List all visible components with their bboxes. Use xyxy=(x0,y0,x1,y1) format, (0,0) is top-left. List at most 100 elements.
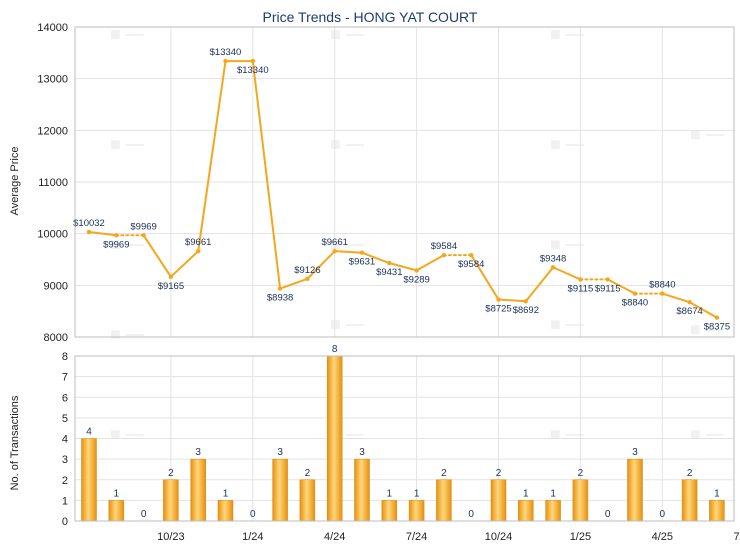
price-value-label: $9661 xyxy=(321,237,347,248)
transaction-value-label: 3 xyxy=(359,447,365,458)
chart-title: Price Trends - HONG YAT COURT xyxy=(263,9,478,25)
price-point xyxy=(387,260,392,266)
price-value-label: $9431 xyxy=(376,267,402,278)
price-line-segment xyxy=(88,231,118,237)
transaction-bar xyxy=(326,355,343,522)
transaction-value-label: 1 xyxy=(523,488,529,499)
price-y-axis-label: Average Price xyxy=(9,147,21,216)
price-line-segment xyxy=(524,266,555,303)
price-point xyxy=(714,315,720,320)
transaction-y-tick-label: 3 xyxy=(62,454,68,466)
transaction-bar xyxy=(381,500,398,522)
price-point xyxy=(332,248,337,254)
watermark-mark: ■ — xyxy=(110,424,144,444)
price-value-label: $8674 xyxy=(676,306,702,317)
transaction-bar xyxy=(408,500,425,522)
price-value-label: $8840 xyxy=(622,298,648,309)
watermark-mark: ■ — xyxy=(550,424,584,444)
price-value-label: $8725 xyxy=(485,304,511,315)
price-point xyxy=(114,233,119,238)
transaction-value-label: 0 xyxy=(141,509,147,520)
x-tick-label: 1/25 xyxy=(570,531,591,543)
price-y-tick-label: 13000 xyxy=(37,74,68,86)
price-value-label: $9289 xyxy=(403,274,429,285)
watermark-mark: ■ — xyxy=(110,134,144,154)
price-line-segment xyxy=(661,292,691,304)
price-value-label: $9661 xyxy=(185,237,211,248)
price-line-segment xyxy=(251,60,282,290)
transaction-value-label: 2 xyxy=(687,468,693,479)
watermark-mark: ■ — xyxy=(110,24,144,44)
price-point xyxy=(250,58,255,64)
transaction-bar xyxy=(681,479,698,522)
transaction-bar xyxy=(627,458,643,522)
transaction-bar xyxy=(518,500,534,522)
transaction-bar xyxy=(81,438,97,522)
price-y-tick-label: 9000 xyxy=(44,280,68,292)
price-point xyxy=(196,248,201,254)
transaction-y-tick-label: 6 xyxy=(62,392,68,404)
price-y-tick-label: 10000 xyxy=(37,229,68,241)
price-line-segment xyxy=(606,278,636,295)
watermark-mark: ■ — xyxy=(550,314,584,334)
transaction-y-tick-label: 2 xyxy=(62,475,68,487)
watermark-mark: ■ — xyxy=(330,234,364,254)
transaction-value-label: 1 xyxy=(714,488,720,499)
watermark-mark: ■ — xyxy=(550,234,584,254)
price-value-label: $10032 xyxy=(73,218,105,229)
watermark-mark: ■ — xyxy=(330,134,364,154)
transaction-y-tick-label: 7 xyxy=(62,372,68,384)
watermark-mark: ■ — xyxy=(330,24,364,44)
x-tick-label: 7/25 xyxy=(733,531,740,543)
price-value-label: $8938 xyxy=(267,293,293,304)
transaction-value-label: 1 xyxy=(114,488,120,499)
price-line-segment xyxy=(497,298,527,303)
transaction-value-label: 0 xyxy=(660,509,666,520)
price-value-label: $9165 xyxy=(158,281,184,292)
transaction-y-tick-label: 4 xyxy=(62,434,68,446)
price-value-label: $9631 xyxy=(349,257,375,268)
transaction-value-label: 3 xyxy=(632,447,638,458)
price-point xyxy=(305,276,310,282)
price-value-label: $8692 xyxy=(513,305,539,316)
price-point xyxy=(632,291,638,296)
price-value-label: $13340 xyxy=(210,47,242,58)
price-line-segment xyxy=(169,250,200,278)
price-value-label: $13340 xyxy=(237,65,269,76)
price-value-label: $8840 xyxy=(649,280,675,291)
transaction-value-label: 3 xyxy=(277,447,283,458)
price-value-label: $9115 xyxy=(568,283,594,294)
transaction-bar xyxy=(190,458,206,522)
price-line-segment xyxy=(470,254,500,301)
price-line-segment xyxy=(333,250,363,254)
transaction-y-tick-label: 1 xyxy=(62,495,68,507)
transaction-value-label: 2 xyxy=(441,468,447,479)
transaction-value-label: 1 xyxy=(414,488,420,499)
x-tick-label: 7/24 xyxy=(406,531,427,543)
price-point xyxy=(414,268,419,273)
price-line-segment xyxy=(688,301,718,319)
transaction-value-label: 2 xyxy=(168,468,174,479)
transaction-value-label: 2 xyxy=(496,468,502,479)
transaction-value-label: 1 xyxy=(387,488,393,499)
transaction-y-axis-label: No. of Transactions xyxy=(9,395,21,490)
price-value-label: $9969 xyxy=(130,221,156,232)
watermark-mark: ■ — xyxy=(690,319,724,339)
price-point xyxy=(277,286,283,291)
transaction-value-label: 8 xyxy=(332,344,338,355)
watermark-mark: ■ — xyxy=(690,124,724,144)
transaction-bar xyxy=(299,479,316,522)
price-point xyxy=(660,291,665,296)
transaction-value-label: 2 xyxy=(578,468,584,479)
price-point xyxy=(223,58,228,64)
price-point xyxy=(550,265,556,270)
price-value-label: $8375 xyxy=(704,322,730,333)
price-point xyxy=(359,250,365,255)
price-line-segment xyxy=(552,266,582,281)
price-value-label: $9969 xyxy=(103,239,129,250)
price-y-tick-label: 14000 xyxy=(37,22,68,34)
watermark-mark: ■ — xyxy=(110,234,144,254)
price-y-tick-label: 8000 xyxy=(44,332,68,344)
transaction-y-tick-label: 0 xyxy=(62,516,68,528)
